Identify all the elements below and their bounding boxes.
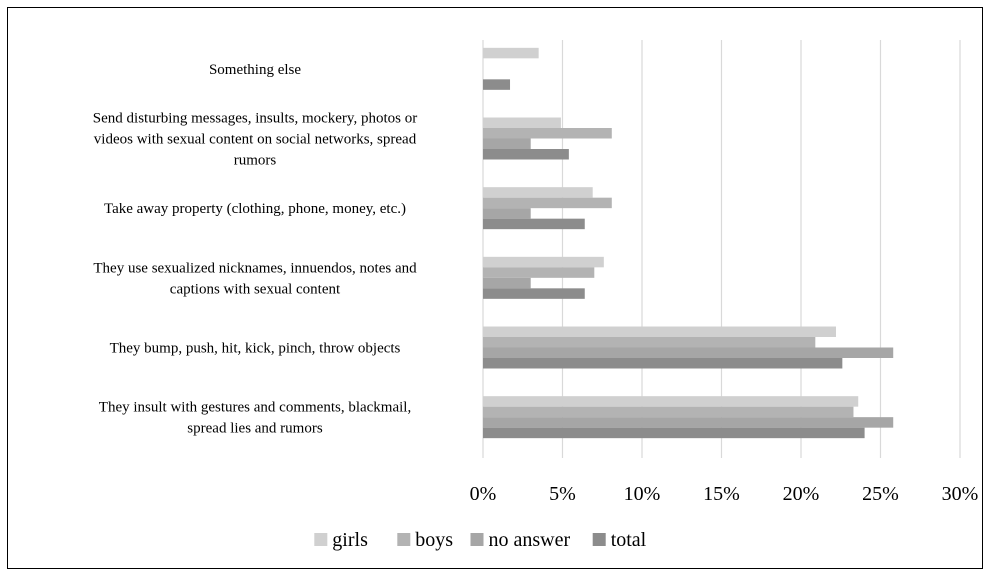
category-label: They insult with gestures and comments, … (99, 400, 411, 437)
x-tick-labels: 0% 5% 10% 15% 20% 25% 30% (470, 483, 979, 505)
bar-total (483, 288, 585, 299)
bar-total (483, 218, 585, 230)
bar-no-answer (483, 417, 894, 428)
legend-swatch (592, 533, 606, 546)
category-label: They use sexualized nicknames, innuendos… (93, 260, 417, 297)
x-tick-label: 15% (703, 483, 740, 505)
bar-girls (483, 117, 561, 128)
x-tick-label: 25% (862, 483, 899, 505)
bar-boys (483, 267, 595, 278)
bars (483, 47, 894, 439)
bar-total (483, 149, 569, 160)
legend-swatch (397, 533, 411, 546)
category-label: Something else (209, 62, 301, 78)
x-tick-label: 20% (783, 483, 820, 505)
bar-no-answer (483, 277, 531, 289)
category-label: They bump, push, hit, kick, pinch, throw… (110, 341, 401, 357)
bar-boys (483, 128, 612, 139)
bar-total (483, 427, 865, 439)
bar-girls (483, 47, 539, 59)
bar-no-answer (483, 347, 894, 358)
bar-no-answer (483, 208, 531, 219)
bar-total (483, 79, 511, 90)
x-tick-label: 30% (942, 483, 979, 505)
legend-swatch (470, 533, 484, 546)
category-label: Take away property (clothing, phone, mon… (104, 201, 406, 217)
x-tick-label: 10% (624, 483, 661, 505)
bar-no-answer (483, 138, 531, 149)
legend-label: total (611, 529, 647, 551)
bar-boys (483, 337, 816, 348)
bar-boys (483, 406, 854, 418)
gridlines (482, 40, 961, 458)
legend-label: girls (332, 529, 368, 551)
legend-swatch (314, 533, 328, 546)
bar-girls (483, 187, 593, 198)
category-labels: They insult with gestures and comments, … (93, 62, 417, 437)
bar-boys (483, 197, 612, 209)
legend-label: boys (415, 529, 453, 551)
bar-girls (483, 256, 604, 268)
bar-girls (483, 396, 859, 407)
x-tick-label: 0% (470, 483, 497, 505)
bar-girls (483, 326, 836, 337)
legend: girls boys no answer total (314, 529, 647, 551)
x-tick-label: 5% (549, 483, 576, 505)
legend-label: no answer (489, 529, 571, 551)
category-label: Send disturbing messages, insults, mocke… (93, 111, 417, 169)
bar-total (483, 358, 843, 369)
